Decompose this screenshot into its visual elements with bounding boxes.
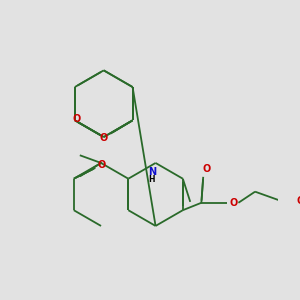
Text: H: H — [148, 175, 155, 184]
Text: O: O — [203, 164, 211, 174]
Text: O: O — [73, 113, 81, 124]
Text: O: O — [100, 133, 108, 142]
Text: N: N — [148, 167, 156, 177]
Text: O: O — [98, 160, 106, 170]
Text: O: O — [296, 196, 300, 206]
Text: O: O — [230, 198, 238, 208]
